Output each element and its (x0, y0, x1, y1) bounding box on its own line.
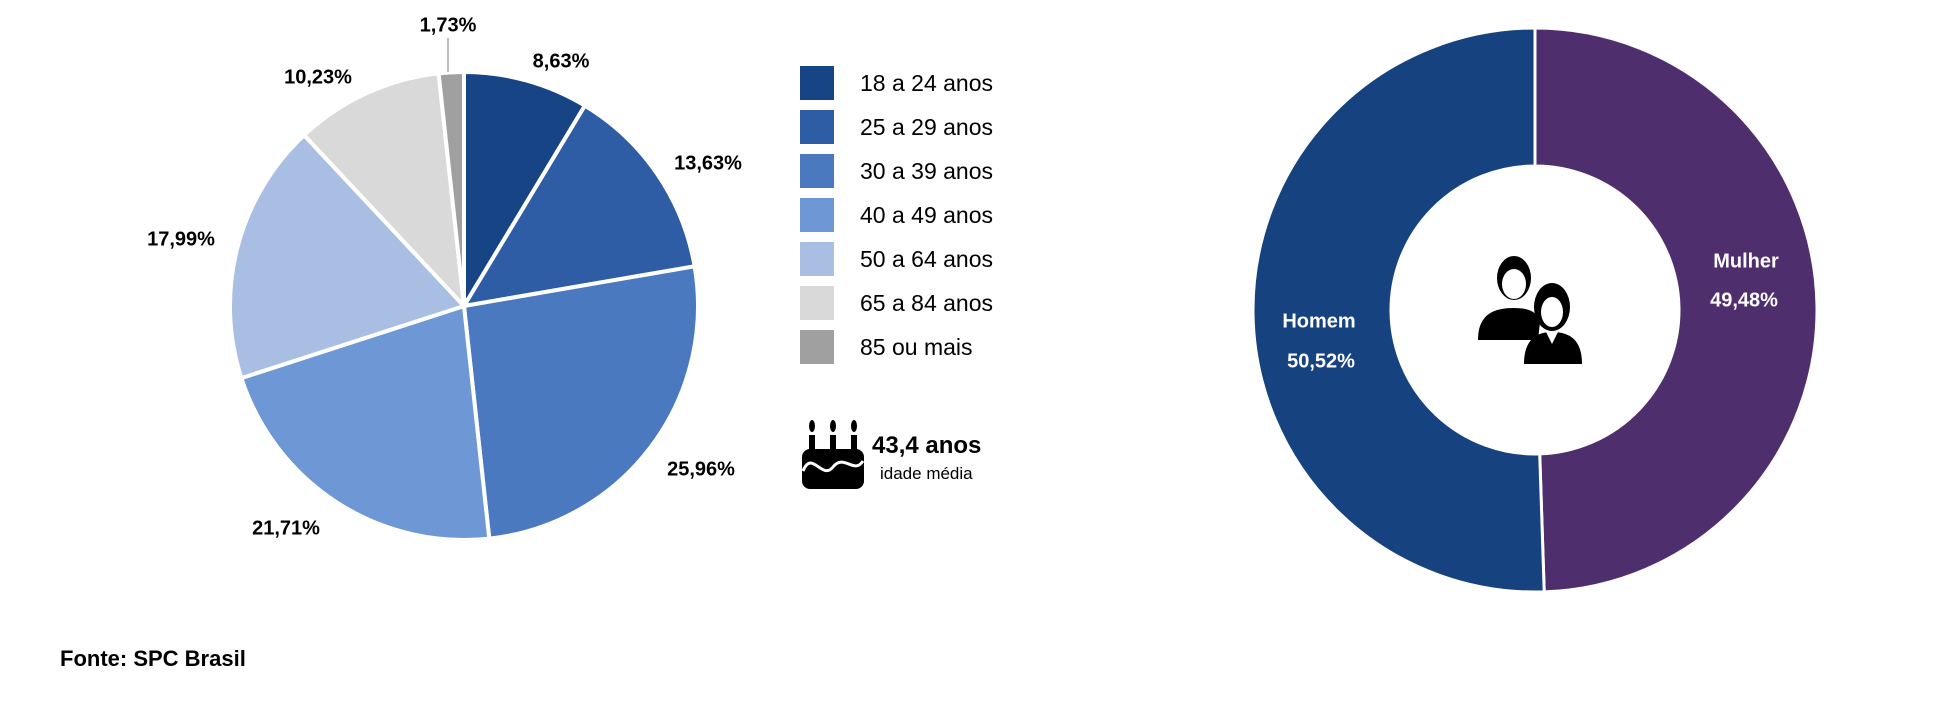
pie-label-65-84: 10,23% (284, 66, 352, 89)
legend-item: 30 a 39 anos (800, 154, 993, 188)
legend-label: 85 ou mais (860, 333, 973, 360)
legend-label: 25 a 29 anos (860, 113, 994, 140)
legend-item: 40 a 49 anos (800, 198, 993, 232)
legend-label: 65 a 84 anos (860, 289, 994, 316)
legend-swatch (800, 242, 834, 276)
donut-slice-mulher (1533, 26, 1819, 594)
legend-label: 18 a 24 anos (860, 69, 994, 96)
legend-item: 25 a 29 anos (800, 110, 993, 144)
legend-item: 85 ou mais (800, 330, 973, 364)
pie-slice-3 (461, 263, 700, 541)
average-age-label: idade média (880, 464, 973, 483)
pie-slice-5 (228, 132, 468, 381)
donut-value-mulher: 49,48% (1710, 289, 1778, 312)
legend-swatch (800, 286, 834, 320)
donut-label-mulher: Mulher (1713, 250, 1779, 273)
pie-label-18-24: 8,63% (532, 50, 590, 73)
legend-swatch (800, 66, 834, 100)
legend-label: 40 a 49 anos (860, 201, 994, 228)
donut-value-homem: 50,52% (1287, 350, 1355, 373)
pie-label-50-64: 17,99% (147, 228, 215, 251)
pie-slice-6 (301, 71, 467, 312)
legend-swatch (800, 110, 834, 144)
pie-label-40-49: 21,71% (252, 517, 320, 540)
legend-item: 65 a 84 anos (800, 286, 993, 320)
legend-item: 50 a 64 anos (800, 242, 993, 276)
pie-label-85-plus: 1,73% (419, 14, 477, 37)
legend-label: 30 a 39 anos (860, 157, 994, 184)
donut-label-homem: Homem (1282, 310, 1356, 333)
pie-slice-2 (460, 102, 697, 309)
legend-swatch (800, 330, 834, 364)
birthday-cake-icon (800, 419, 866, 489)
legend-label: 50 a 64 anos (860, 245, 994, 272)
donut-slice-homem (1251, 26, 1546, 594)
legend-swatch (800, 154, 834, 188)
pie-label-30-39: 25,96% (667, 458, 735, 481)
pie-slice-7 (436, 69, 466, 307)
legend-item: 18 a 24 anos (800, 66, 993, 100)
pie-slice-1 (462, 69, 588, 314)
pie-label-25-29: 13,63% (674, 152, 742, 175)
couple-icon (1476, 252, 1586, 364)
source-note: Fonte: SPC Brasil (60, 646, 246, 671)
legend-swatch (800, 198, 834, 232)
pie-slice-4 (238, 303, 492, 542)
average-age-value: 43,4 anos (872, 432, 982, 459)
